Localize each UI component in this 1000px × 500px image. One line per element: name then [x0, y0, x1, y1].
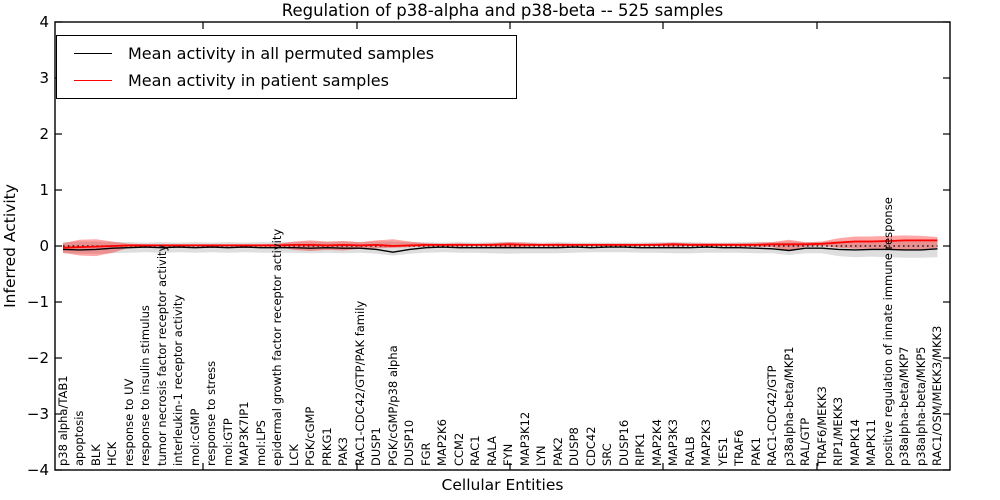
y-tick-label: −3: [26, 405, 49, 423]
x-tick-label: epidermal growth factor receptor activit…: [270, 228, 284, 466]
x-tick-label: RAL/GTP: [798, 417, 812, 466]
x-tick-label: PAK3: [336, 437, 350, 466]
x-tick-label: DUSP10: [402, 419, 416, 466]
legend-label: Mean activity in all permuted samples: [128, 44, 435, 63]
x-tick-label: RAC1/OSM/MEKK3/MKK3: [930, 325, 944, 466]
x-tick-label: PGK/cGMP: [303, 406, 317, 466]
x-axis-label: Cellular Entities: [441, 476, 564, 494]
y-tick-label: 2: [39, 125, 49, 143]
y-tick-label: −1: [26, 293, 49, 311]
y-tick-label: −4: [26, 461, 49, 479]
x-tick-label: RALA: [484, 436, 499, 466]
x-tick-label: mol:cGMP: [187, 408, 202, 466]
x-tick-label: DUSP1: [369, 427, 383, 466]
x-tick-label: BLK: [88, 444, 103, 466]
patient-line-sample-icon: [74, 80, 112, 81]
x-tick-label: p38alpha-beta/MKP5: [913, 346, 928, 466]
x-tick-label: RIP1/MEKK3: [831, 396, 845, 466]
x-tick-label: PAK1: [748, 437, 763, 466]
x-axis-ticks: [202, 22, 818, 470]
x-tick-label: RIPK1: [633, 432, 647, 466]
x-tick-label: YES1: [715, 437, 730, 466]
x-tick-label: RAC1-CDC42/GTP/PAK family: [352, 300, 367, 466]
x-tick-label: LCK: [286, 444, 301, 466]
x-tick-label: MAP2K3: [699, 419, 713, 466]
x-tick-label: response to UV: [121, 378, 136, 466]
x-tick-label: MAPK11: [864, 419, 878, 466]
x-tick-label: mol:LPS: [253, 420, 268, 466]
patient-mean-line: [62, 239, 938, 249]
x-tick-label: p38alpha-beta/MKP7: [897, 346, 911, 466]
x-tick-label: RAC1-CDC42/GTP: [765, 365, 779, 466]
x-tick-label: PAK2: [550, 437, 565, 466]
x-tick-label: DUSP8: [567, 427, 581, 466]
permuted-line-sample-icon: [74, 53, 112, 54]
x-tick-label: LYN: [534, 445, 548, 466]
legend-label: Mean activity in patient samples: [128, 71, 389, 90]
x-tick-label: apoptosis: [72, 410, 86, 466]
x-tick-label: MAP3K7IP1: [237, 401, 251, 466]
x-tick-label: CDC42: [583, 426, 598, 466]
x-tick-label: MAP3K12: [517, 411, 532, 466]
x-tick-label: PRKG1: [319, 427, 334, 466]
y-tick-label: 1: [39, 181, 49, 199]
chart-title: Regulation of p38-alpha and p38-beta -- …: [281, 1, 724, 20]
legend: Mean activity in all permuted samples Me…: [56, 35, 517, 99]
x-tick-label: tumor necrosis factor receptor activity: [154, 244, 169, 466]
permuted-mean-line: [62, 246, 938, 253]
y-tick-label: 0: [39, 237, 49, 255]
y-tick-label: 3: [39, 69, 49, 87]
x-tick-label: DUSP16: [616, 419, 631, 466]
x-tick-label: interleukin-1 receptor activity: [171, 294, 185, 466]
y-tick-label: 4: [39, 13, 49, 31]
legend-item-permuted: Mean activity in all permuted samples: [57, 44, 516, 64]
x-tick-label: p38 alpha/TAB1: [55, 375, 70, 466]
x-tick-label: TRAF6: [732, 429, 746, 466]
y-tick-label: −2: [26, 349, 49, 367]
x-tick-label: positive regulation of innate immune res…: [880, 197, 895, 466]
x-tick-label: MAPK14: [847, 419, 862, 466]
x-tick-label: response to stress: [204, 360, 218, 466]
x-tick-label: FGR: [418, 442, 433, 466]
x-tick-label: p38alpha-beta/MKP1: [781, 346, 796, 466]
x-tick-label: mol:GTP: [220, 418, 235, 466]
x-tick-label: MAP3K3: [666, 419, 680, 466]
x-tick-label: RALB: [682, 436, 697, 466]
x-tick-label: MAP2K6: [435, 419, 449, 466]
x-tick-label: FYN: [501, 443, 515, 466]
legend-item-patient: Mean activity in patient samples: [57, 71, 516, 91]
x-tick-label: TRAF6/MEKK3: [814, 386, 829, 466]
x-tick-label: response to insulin stimulus: [138, 305, 152, 466]
x-tick-label: CCM2: [451, 432, 466, 466]
x-tick-label: RAC1: [468, 435, 482, 466]
x-tick-label: MAP2K4: [649, 419, 664, 466]
data-layer: [62, 235, 938, 258]
y-axis-ticks: [55, 21, 950, 471]
x-tick-label: HCK: [105, 441, 119, 466]
x-tick-label: PGK/cGMP/p38 alpha: [385, 345, 400, 466]
x-tick-label: SRC: [600, 443, 614, 466]
